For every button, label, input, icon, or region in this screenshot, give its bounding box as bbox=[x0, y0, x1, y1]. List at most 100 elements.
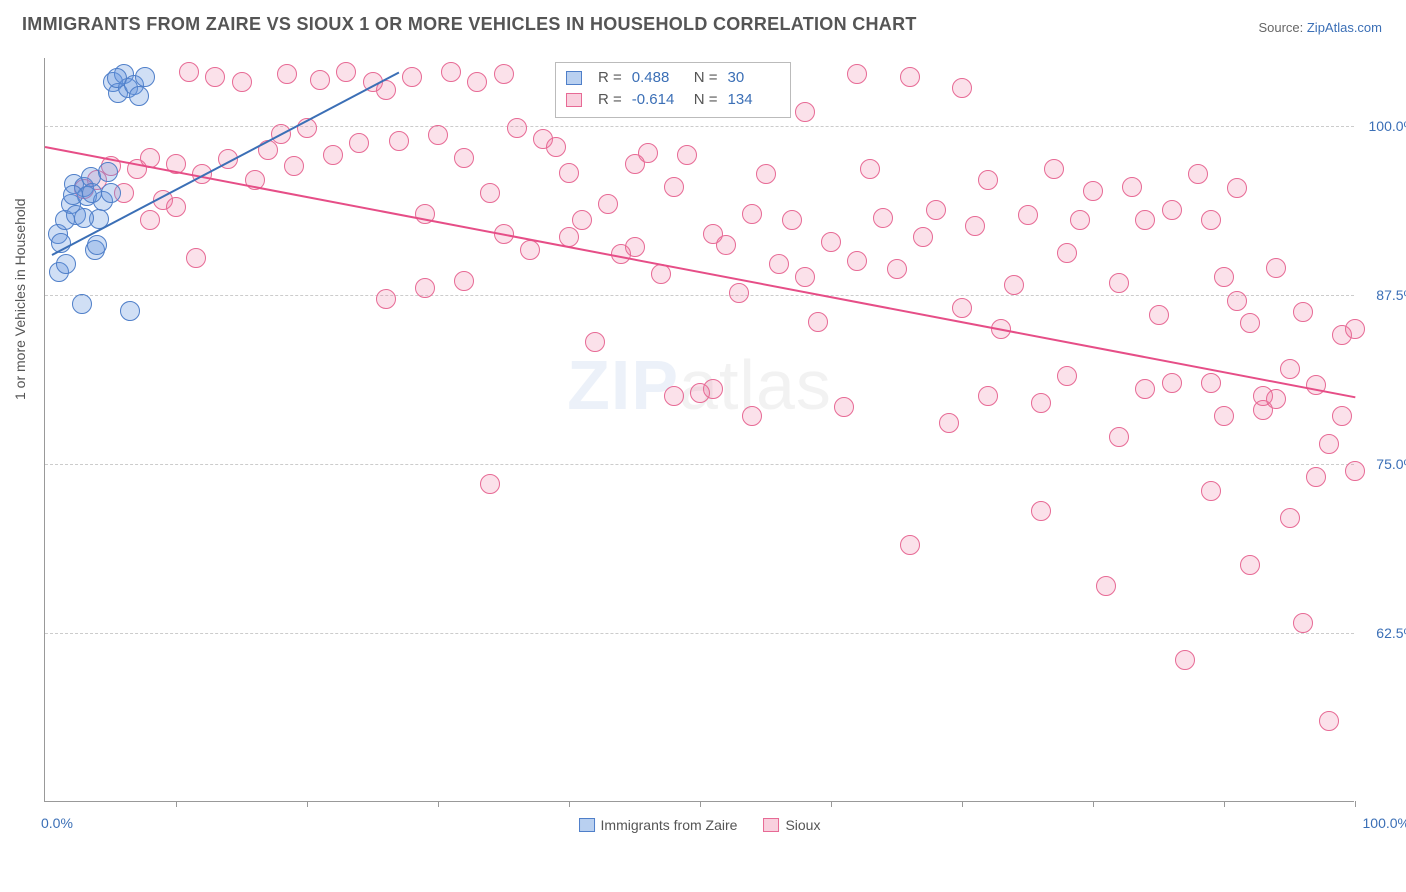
gridline bbox=[45, 126, 1354, 127]
legend-swatch-a-icon bbox=[579, 818, 595, 832]
y-tick-label: 100.0% bbox=[1362, 118, 1406, 134]
stat-n-a: 30 bbox=[728, 67, 780, 89]
stat-n-label: N = bbox=[694, 89, 718, 111]
data-point bbox=[98, 162, 118, 182]
data-point bbox=[900, 67, 920, 87]
stat-r-label: R = bbox=[598, 67, 622, 89]
data-point bbox=[782, 210, 802, 230]
data-point bbox=[1018, 205, 1038, 225]
data-point bbox=[1122, 177, 1142, 197]
data-point bbox=[1319, 434, 1339, 454]
data-point bbox=[559, 163, 579, 183]
data-point bbox=[1214, 406, 1234, 426]
data-point bbox=[742, 406, 762, 426]
data-point bbox=[349, 133, 369, 153]
x-axis-min: 0.0% bbox=[41, 815, 73, 831]
data-point bbox=[978, 386, 998, 406]
data-point bbox=[860, 159, 880, 179]
data-point bbox=[323, 145, 343, 165]
data-point bbox=[1044, 159, 1064, 179]
plot-area: ZIPatlas R = 0.488 N = 30 R = -0.614 N =… bbox=[44, 58, 1354, 802]
data-point bbox=[1096, 576, 1116, 596]
data-point bbox=[1083, 181, 1103, 201]
data-point bbox=[402, 67, 422, 87]
data-point bbox=[1280, 508, 1300, 528]
data-point bbox=[795, 267, 815, 287]
data-point bbox=[1031, 501, 1051, 521]
data-point bbox=[1070, 210, 1090, 230]
data-point bbox=[1214, 267, 1234, 287]
data-point bbox=[729, 283, 749, 303]
source-credit: Source: ZipAtlas.com bbox=[1258, 20, 1382, 35]
data-point bbox=[1293, 302, 1313, 322]
data-point bbox=[808, 312, 828, 332]
legend-label-a: Immigrants from Zaire bbox=[601, 817, 738, 833]
x-tick bbox=[438, 801, 439, 807]
data-point bbox=[1240, 555, 1260, 575]
data-point bbox=[1240, 313, 1260, 333]
x-tick bbox=[176, 801, 177, 807]
data-point bbox=[598, 194, 618, 214]
source-label: Source: bbox=[1258, 20, 1306, 35]
data-point bbox=[1306, 375, 1326, 395]
data-point bbox=[186, 248, 206, 268]
data-point bbox=[101, 183, 121, 203]
data-point bbox=[952, 78, 972, 98]
data-point bbox=[1227, 291, 1247, 311]
data-point bbox=[520, 240, 540, 260]
data-point bbox=[847, 64, 867, 84]
data-point bbox=[742, 204, 762, 224]
data-point bbox=[965, 216, 985, 236]
data-point bbox=[1162, 373, 1182, 393]
data-point bbox=[1201, 481, 1221, 501]
data-point bbox=[336, 62, 356, 82]
stat-r-a: 0.488 bbox=[632, 67, 684, 89]
data-point bbox=[703, 379, 723, 399]
data-point bbox=[873, 208, 893, 228]
data-point bbox=[572, 210, 592, 230]
data-point bbox=[232, 72, 252, 92]
data-point bbox=[1266, 258, 1286, 278]
data-point bbox=[651, 264, 671, 284]
data-point bbox=[1306, 467, 1326, 487]
data-point bbox=[900, 535, 920, 555]
legend-swatch-b-icon bbox=[763, 818, 779, 832]
data-point bbox=[56, 254, 76, 274]
gridline bbox=[45, 633, 1354, 634]
x-tick bbox=[1224, 801, 1225, 807]
x-tick bbox=[307, 801, 308, 807]
data-point bbox=[638, 143, 658, 163]
trend-line bbox=[45, 146, 1355, 398]
y-axis-label: 1 or more Vehicles in Household bbox=[12, 198, 28, 400]
gridline bbox=[45, 295, 1354, 296]
data-point bbox=[376, 289, 396, 309]
data-point bbox=[1345, 461, 1365, 481]
source-link[interactable]: ZipAtlas.com bbox=[1307, 20, 1382, 35]
data-point bbox=[63, 185, 83, 205]
x-tick bbox=[700, 801, 701, 807]
data-point bbox=[507, 118, 527, 138]
data-point bbox=[205, 67, 225, 87]
data-point bbox=[1057, 243, 1077, 263]
legend-label-b: Sioux bbox=[785, 817, 820, 833]
legend-item-a: Immigrants from Zaire bbox=[579, 817, 738, 833]
data-point bbox=[1162, 200, 1182, 220]
data-point bbox=[135, 67, 155, 87]
data-point bbox=[480, 474, 500, 494]
data-point bbox=[821, 232, 841, 252]
data-point bbox=[454, 271, 474, 291]
data-point bbox=[913, 227, 933, 247]
data-point bbox=[166, 197, 186, 217]
data-point bbox=[664, 386, 684, 406]
data-point bbox=[978, 170, 998, 190]
data-point bbox=[87, 235, 107, 255]
watermark-part1: ZIP bbox=[567, 346, 679, 424]
data-point bbox=[1266, 389, 1286, 409]
data-point bbox=[1293, 613, 1313, 633]
data-point bbox=[939, 413, 959, 433]
y-tick-label: 87.5% bbox=[1362, 287, 1406, 303]
bottom-legend: Immigrants from Zaire Sioux bbox=[579, 817, 821, 833]
data-point bbox=[1135, 210, 1155, 230]
x-axis-max: 100.0% bbox=[1363, 815, 1406, 831]
data-point bbox=[887, 259, 907, 279]
